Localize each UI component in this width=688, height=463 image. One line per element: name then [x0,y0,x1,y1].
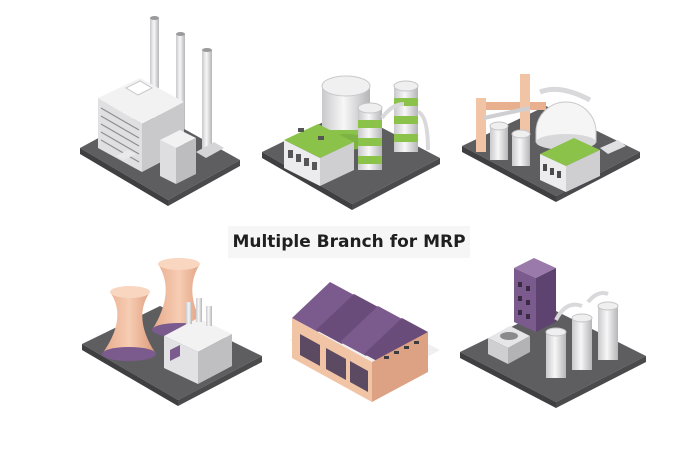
purple-roof-warehouse-icon [290,282,440,402]
green-storage-tanks-factory-icon [262,75,440,210]
purple-tower-tanks-plant-icon [460,258,646,408]
cooling-towers-plant-icon [82,258,262,406]
page-title: Multiple Branch for MRP [228,226,470,258]
dome-pipeline-factory-icon [462,74,640,202]
power-plant-chimneys-icon [80,16,240,206]
